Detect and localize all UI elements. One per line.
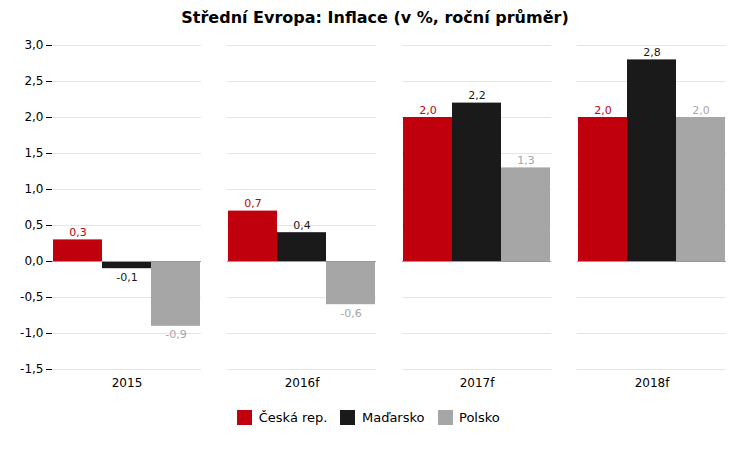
svg-text:2,0: 2,0	[692, 104, 710, 117]
svg-text:2017f: 2017f	[460, 376, 496, 390]
svg-text:-1,5: -1,5	[20, 362, 43, 376]
html-text:Česká rep.: Česká rep.	[258, 410, 328, 425]
html-text:Střední Evropa: Inflace (v %,: Střední Evropa: Inflace (v %, roční prům…	[181, 8, 569, 27]
svg-text:2,0: 2,0	[24, 110, 43, 124]
svg-text:1,0: 1,0	[24, 182, 43, 196]
html-text:Polsko: Polsko	[459, 410, 500, 425]
svg-text:0,7: 0,7	[244, 197, 262, 210]
svg-text:2,5: 2,5	[24, 74, 43, 88]
svg-text:2015: 2015	[112, 376, 143, 390]
svg-text:1,3: 1,3	[517, 154, 535, 167]
html-text:Maďarsko: Maďarsko	[362, 410, 425, 425]
svg-text:0,0: 0,0	[24, 254, 43, 268]
svg-text:-0,1: -0,1	[116, 271, 137, 284]
svg-text:0,5: 0,5	[24, 218, 43, 232]
svg-text:-0,6: -0,6	[340, 307, 361, 320]
svg-text:0,3: 0,3	[69, 226, 87, 239]
svg-text:-0,9: -0,9	[165, 328, 186, 341]
svg-text:2,8: 2,8	[643, 46, 661, 59]
svg-text:2,0: 2,0	[419, 104, 437, 117]
svg-text:-0,5: -0,5	[20, 290, 43, 304]
svg-text:2,0: 2,0	[594, 104, 612, 117]
svg-text:1,5: 1,5	[24, 146, 43, 160]
svg-text:2016f: 2016f	[285, 376, 321, 390]
svg-text:2,2: 2,2	[468, 89, 486, 102]
svg-text:0,4: 0,4	[293, 219, 311, 232]
svg-text:3,0: 3,0	[24, 38, 43, 52]
svg-text:2018f: 2018f	[635, 376, 671, 390]
svg-text:-1,0: -1,0	[20, 326, 43, 340]
